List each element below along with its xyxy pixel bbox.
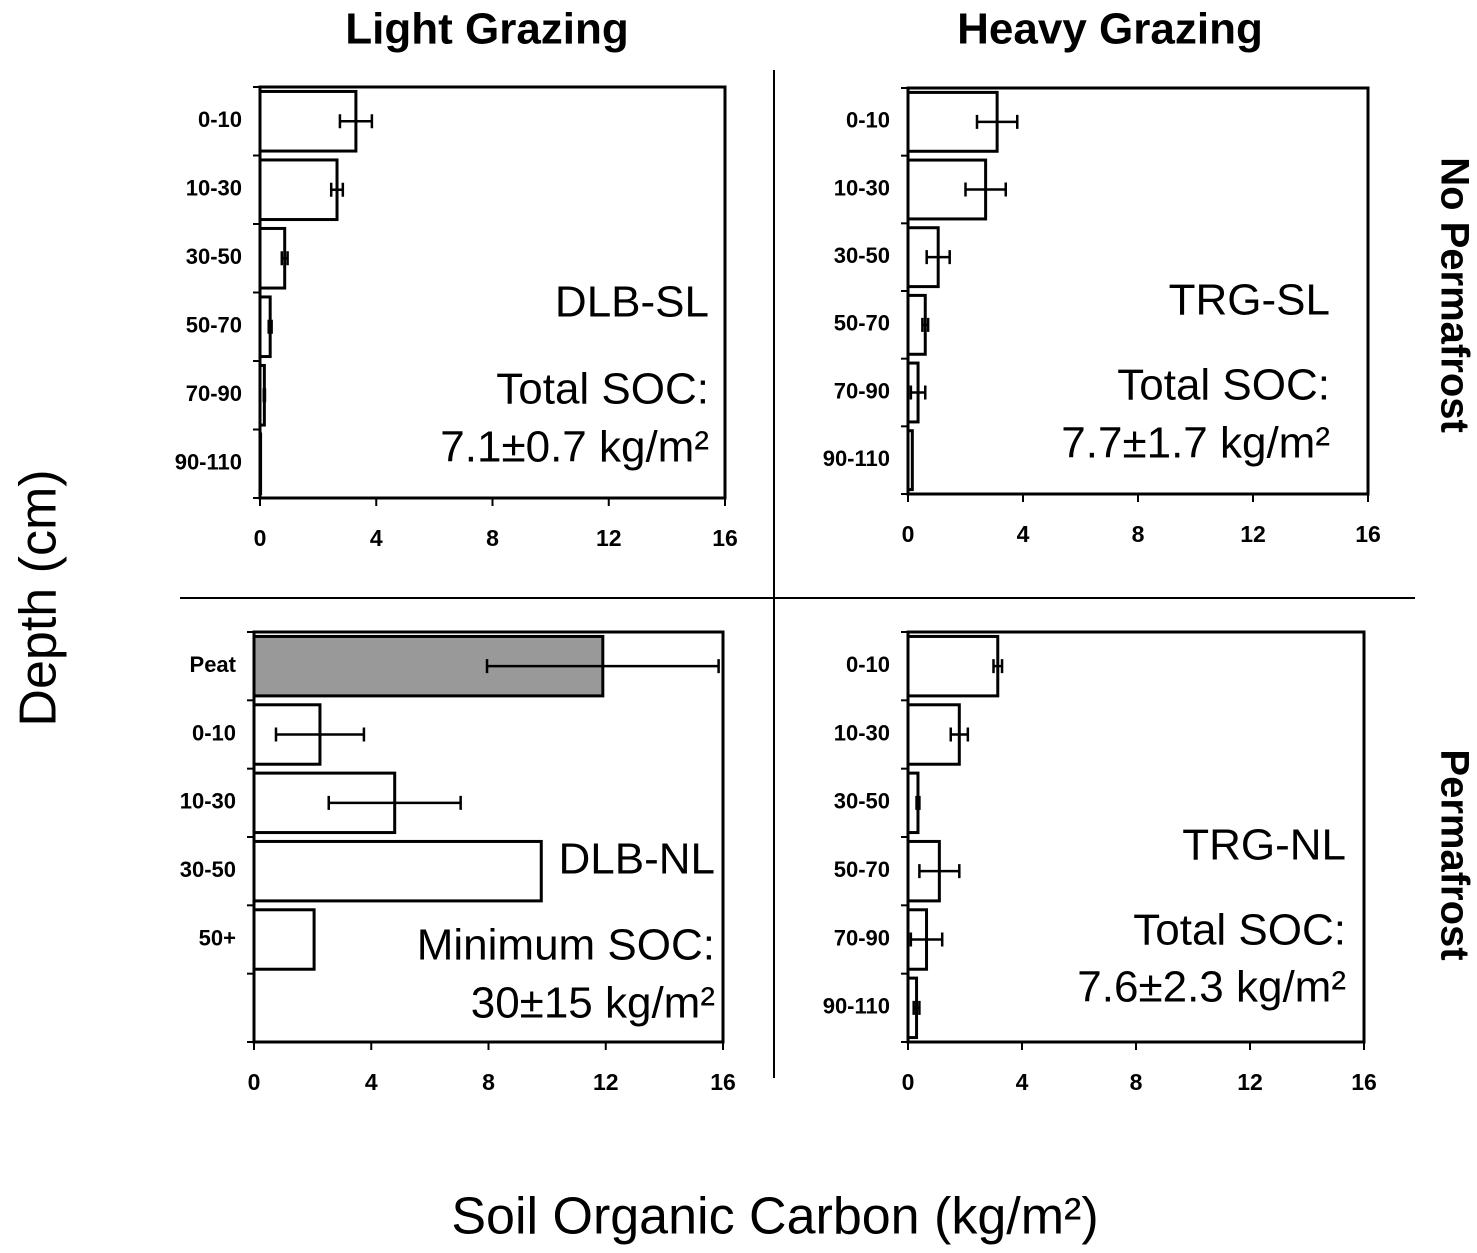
x-tick-label: 0 <box>902 1069 915 1095</box>
soc-label: Total SOC: <box>496 365 709 414</box>
y-tick-label: 10-30 <box>834 720 890 745</box>
error-bar <box>485 659 720 674</box>
error-bar <box>949 727 970 742</box>
error-bar <box>338 114 374 129</box>
x-tick-label: 0 <box>254 525 267 551</box>
soc-label: Total SOC: <box>1133 906 1346 955</box>
y-axis-title: Depth (cm) <box>10 469 68 726</box>
soc-label: Total SOC: <box>1117 361 1330 410</box>
error-bar <box>992 659 1004 674</box>
y-tick-label: 0-10 <box>192 720 236 745</box>
y-tick-label: 10-30 <box>180 789 236 814</box>
error-bar <box>274 727 366 742</box>
x-tick-label: 8 <box>486 525 499 551</box>
x-tick-label: 16 <box>1351 1069 1377 1095</box>
y-tick-label: 10-30 <box>834 175 890 200</box>
error-bar <box>327 795 462 810</box>
row-title: No Permafrost <box>1432 157 1476 433</box>
soc-value: 7.1±0.7 kg/m² <box>440 423 709 472</box>
error-bar <box>925 250 951 265</box>
x-tick-label: 8 <box>1130 1069 1143 1095</box>
column-title: Heavy Grazing <box>957 5 1263 54</box>
site-label: TRG-NL <box>1182 821 1346 870</box>
x-tick-label: 4 <box>1017 521 1030 547</box>
x-tick-label: 8 <box>1132 521 1145 547</box>
x-tick-label: 4 <box>1016 1069 1029 1095</box>
site-label: TRG-SL <box>1169 276 1330 325</box>
x-tick-label: 16 <box>1355 521 1381 547</box>
y-tick-label: 10-30 <box>186 176 242 201</box>
error-bar <box>915 795 921 810</box>
y-tick-label: 30-50 <box>834 789 890 814</box>
error-bar <box>921 317 930 332</box>
site-label: DLB-NL <box>559 835 716 884</box>
bar <box>258 158 339 222</box>
x-tick-label: 8 <box>482 1069 495 1095</box>
soc-label: Minimum SOC: <box>417 921 715 970</box>
y-tick-label: 90-110 <box>823 446 890 471</box>
error-bar <box>329 182 345 197</box>
y-tick-label: 50+ <box>199 925 236 950</box>
x-tick-label: 16 <box>710 1069 736 1095</box>
error-bar <box>909 932 944 947</box>
x-axis-title: Soil Organic Carbon (kg/m²) <box>451 1188 1098 1246</box>
row-title: Permafrost <box>1432 749 1476 960</box>
y-tick-label: 50-70 <box>186 313 242 338</box>
error-bar <box>964 182 1007 197</box>
y-tick-label: 0-10 <box>846 108 890 133</box>
y-tick-label: 0-10 <box>198 107 242 132</box>
error-bar <box>975 114 1019 129</box>
bar <box>252 839 543 903</box>
x-tick-label: 4 <box>370 525 383 551</box>
soc-value: 7.7±1.7 kg/m² <box>1061 419 1330 468</box>
x-tick-label: 12 <box>593 1069 619 1095</box>
error-bar <box>262 388 267 403</box>
y-tick-label: 70-90 <box>834 378 890 403</box>
y-tick-label: 70-90 <box>186 381 242 406</box>
y-tick-label: 50-70 <box>834 857 890 882</box>
y-tick-label: 90-110 <box>823 994 890 1019</box>
x-tick-label: 0 <box>248 1069 261 1095</box>
error-bar <box>267 319 273 334</box>
error-bar <box>912 1000 921 1015</box>
y-tick-label: 90-110 <box>175 450 242 475</box>
bar <box>906 634 1000 698</box>
soc-value: 30±15 kg/m² <box>471 979 715 1028</box>
bar <box>252 908 316 971</box>
x-tick-label: 4 <box>365 1069 378 1095</box>
x-tick-label: 16 <box>712 525 738 551</box>
x-tick-label: 12 <box>1237 1069 1263 1095</box>
x-tick-label: 12 <box>596 525 622 551</box>
error-bar <box>918 864 961 879</box>
soc-value: 7.6±2.3 kg/m² <box>1077 963 1346 1012</box>
y-tick-label: 30-50 <box>186 244 242 269</box>
y-tick-label: 70-90 <box>834 925 890 950</box>
y-tick-label: 50-70 <box>834 311 890 336</box>
error-bar <box>909 385 927 400</box>
x-tick-label: 0 <box>902 521 915 547</box>
y-tick-label: 30-50 <box>834 243 890 268</box>
y-tick-label: 30-50 <box>180 857 236 882</box>
x-tick-label: 12 <box>1240 521 1266 547</box>
error-bar <box>280 251 289 266</box>
column-title: Light Grazing <box>345 5 629 54</box>
site-label: DLB-SL <box>555 278 709 327</box>
y-tick-label: Peat <box>190 652 237 677</box>
y-tick-label: 0-10 <box>846 652 890 677</box>
